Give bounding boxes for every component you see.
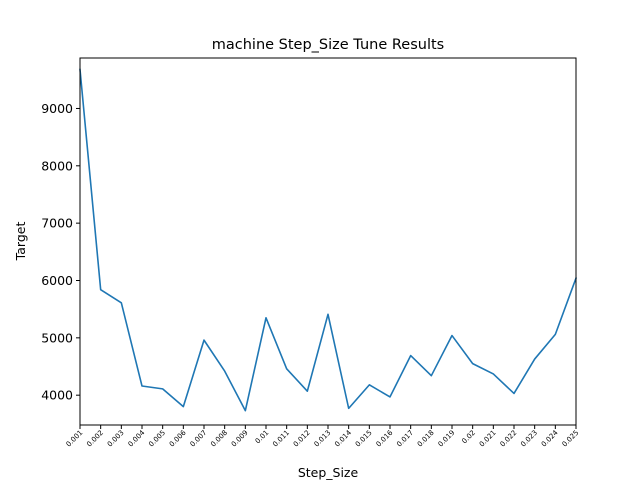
y-tick-label: 4000 [41,388,73,403]
y-tick-label: 9000 [41,101,73,116]
series-line [79,68,578,412]
x-axis-label: Step_Size [298,465,359,480]
chart-title: machine Step_Size Tune Results [212,37,444,53]
y-tick-label: 8000 [41,158,73,173]
y-tick-label: 7000 [41,216,73,231]
y-axis: 4000 5000 6000 7000 8000 9000 [41,101,80,403]
y-tick-label: 5000 [41,330,73,345]
y-axis-label: Target [13,222,28,262]
y-tick-label: 6000 [41,273,73,288]
